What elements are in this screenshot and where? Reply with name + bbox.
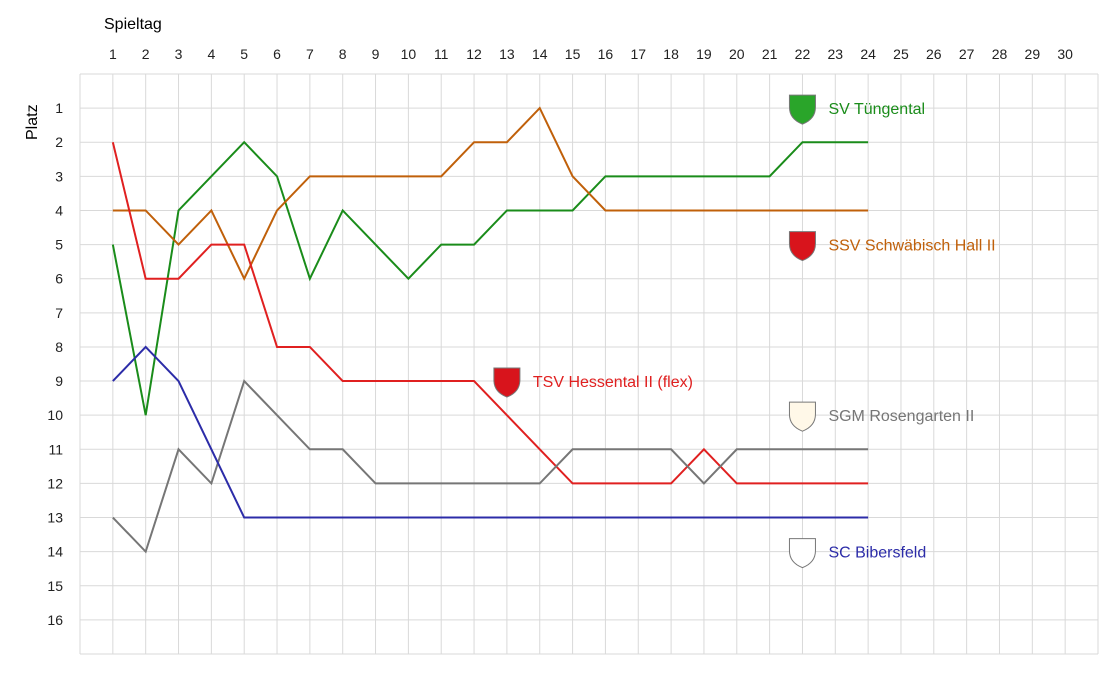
x-tick-label: 5 <box>240 46 248 62</box>
series-line-4 <box>112 345 869 519</box>
x-tick-label: 17 <box>630 46 646 62</box>
x-tick-label: 4 <box>207 46 215 62</box>
series-lines <box>111 106 869 554</box>
x-tick-label: 26 <box>926 46 942 62</box>
series-label: TSV Hessental II (flex) <box>533 374 693 391</box>
grid <box>79 73 1099 655</box>
series-line-0 <box>111 140 869 416</box>
x-tick-label: 10 <box>401 46 417 62</box>
series-line-1 <box>112 106 869 282</box>
y-tick-label: 8 <box>55 339 63 355</box>
y-tick-label: 11 <box>48 441 63 457</box>
x-tick-label: 23 <box>828 46 844 62</box>
x-tick-label: 18 <box>663 46 679 62</box>
y-tick-label: 2 <box>55 134 63 150</box>
y-tick-label: 14 <box>47 544 63 560</box>
x-tick-label: 25 <box>893 46 909 62</box>
x-tick-label: 12 <box>466 46 482 62</box>
y-tick-label: 16 <box>47 612 63 628</box>
x-tick-label: 14 <box>532 46 548 62</box>
x-tick-label: 15 <box>565 46 581 62</box>
series-line-3 <box>112 379 869 554</box>
y-tick-label: 10 <box>47 407 63 423</box>
x-tick-label: 28 <box>992 46 1008 62</box>
x-tick-label: 21 <box>762 46 778 62</box>
x-tick-label: 19 <box>696 46 712 62</box>
x-tick-label: 1 <box>109 46 117 62</box>
team-logo-icon <box>493 367 521 398</box>
y-tick-label: 15 <box>47 578 63 594</box>
x-tick-label: 2 <box>142 46 150 62</box>
y-tick-label: 12 <box>47 475 63 491</box>
x-tick-label: 16 <box>598 46 614 62</box>
series-label: SGM Rosengarten II <box>828 408 974 425</box>
y-axis-title: Platz <box>24 104 41 140</box>
x-tick-label: 24 <box>860 46 876 62</box>
x-tick-label: 29 <box>1025 46 1041 62</box>
series-label: SC Bibersfeld <box>828 545 926 562</box>
y-tick-label: 5 <box>55 237 63 253</box>
series-line-2 <box>111 142 869 485</box>
x-axis-title: Spieltag <box>104 16 162 33</box>
team-logo-icon <box>788 231 816 262</box>
x-tick-label: 8 <box>339 46 347 62</box>
team-logo-icon <box>788 94 816 125</box>
y-tick-label: 1 <box>55 100 63 116</box>
y-tick-label: 7 <box>55 305 63 321</box>
x-tick-label: 27 <box>959 46 975 62</box>
x-tick-label: 7 <box>306 46 314 62</box>
x-tick-labels: 1 2 3 4 5 6 7 8 9 10 11 12 13 14 15 16 17 18 19 20 21 22 23 24 2… <box>109 46 1073 62</box>
x-tick-label: 9 <box>372 46 380 62</box>
x-tick-label: 22 <box>795 46 811 62</box>
x-tick-label: 3 <box>175 46 183 62</box>
team-logo-icon <box>788 538 816 569</box>
x-tick-label: 11 <box>434 46 449 62</box>
x-tick-label: 20 <box>729 46 745 62</box>
series-label: SV Tüngental <box>828 101 925 118</box>
x-tick-label: 30 <box>1057 46 1073 62</box>
y-tick-label: 13 <box>47 510 63 526</box>
y-tick-label: 4 <box>55 202 63 218</box>
y-tick-label: 3 <box>55 168 63 184</box>
y-tick-label: 9 <box>55 373 63 389</box>
team-logo-icon <box>788 401 816 432</box>
x-tick-label: 6 <box>273 46 281 62</box>
series-label: SSV Schwäbisch Hall II <box>828 238 995 255</box>
y-tick-label: 6 <box>55 271 63 287</box>
x-tick-label: 13 <box>499 46 515 62</box>
series-labels: SV Tüngental SSV Schwäbisch Hall II TSV He… <box>493 94 996 569</box>
